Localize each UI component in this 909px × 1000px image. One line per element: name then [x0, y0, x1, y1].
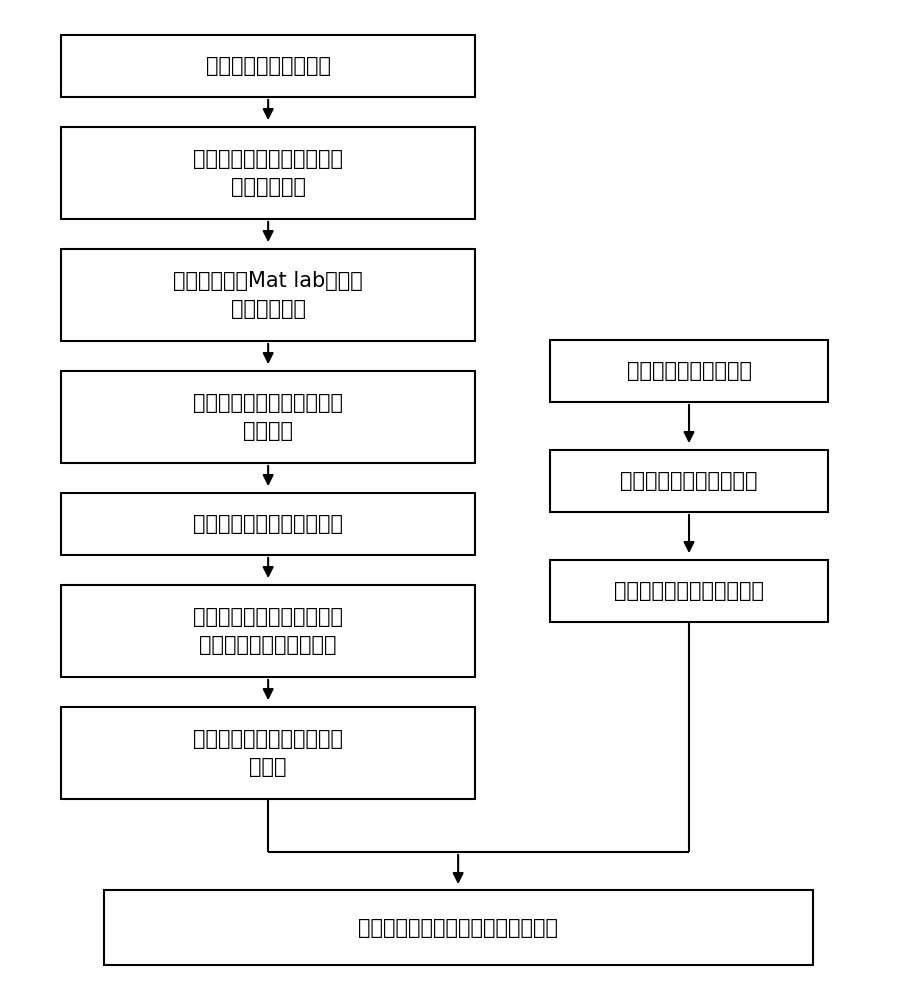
Bar — [61, 127, 474, 219]
Bar — [550, 560, 828, 622]
Text: 将观测信号与Mat lab随机生
成的矩阵混合: 将观测信号与Mat lab随机生 成的矩阵混合 — [174, 271, 363, 319]
Text: 对采集信号进行数据分析: 对采集信号进行数据分析 — [620, 471, 758, 491]
Bar — [61, 493, 474, 555]
Text: 利用小波消噪技术进行降噪
得到观测信号: 利用小波消噪技术进行降噪 得到观测信号 — [193, 149, 344, 197]
Text: 根据互相关定位公式计算泄漏源位置: 根据互相关定位公式计算泄漏源位置 — [358, 918, 558, 938]
Bar — [61, 249, 474, 341]
Bar — [104, 890, 813, 965]
Text: 声发射仪采集原始信号: 声发射仪采集原始信号 — [205, 56, 331, 76]
Text: 利用记忆模拟退火粒子群的
快速盲分离分出源离信号: 利用记忆模拟退火粒子群的 快速盲分离分出源离信号 — [193, 607, 344, 655]
Text: 生成新的混合信号即为新的
观测信号: 生成新的混合信号即为新的 观测信号 — [193, 393, 344, 441]
Text: 得出管道泄漏信号传播速度: 得出管道泄漏信号传播速度 — [614, 581, 764, 601]
Bar — [550, 340, 828, 402]
Text: 相关仪采集声发射信号: 相关仪采集声发射信号 — [626, 361, 752, 381]
Bar — [61, 707, 474, 799]
Bar — [61, 35, 474, 97]
Text: 对新观测信号进行白化处理: 对新观测信号进行白化处理 — [193, 514, 344, 534]
Bar — [61, 371, 474, 463]
Bar — [550, 450, 828, 512]
Text: 根据分离出的信号奇异点得
出时差: 根据分离出的信号奇异点得 出时差 — [193, 729, 344, 777]
Bar — [61, 585, 474, 677]
